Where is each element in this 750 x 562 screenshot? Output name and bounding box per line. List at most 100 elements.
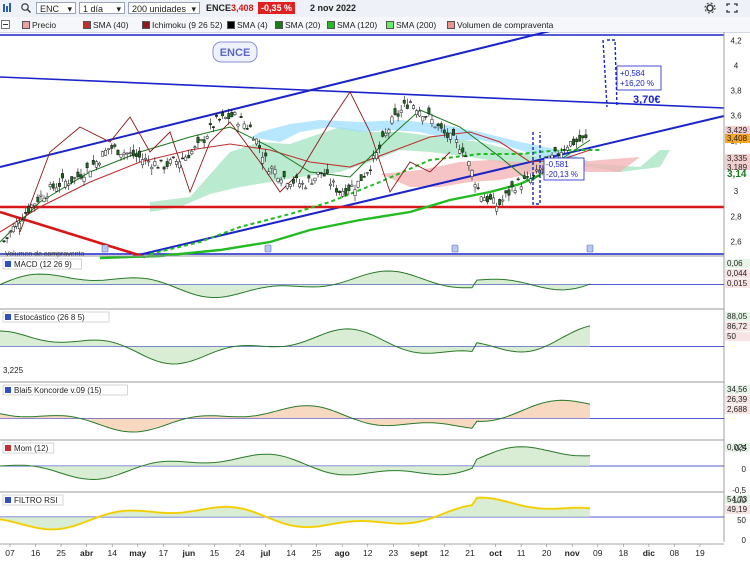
candle-body bbox=[273, 169, 277, 175]
candle-body bbox=[110, 145, 114, 149]
candle-body bbox=[30, 204, 34, 208]
x-tick-label: nov bbox=[565, 548, 580, 558]
candle-body bbox=[2, 240, 6, 243]
pane-value-label: 49,19 bbox=[727, 505, 748, 514]
candle-body bbox=[424, 116, 428, 118]
x-tick-label: sept bbox=[410, 548, 428, 558]
candle-body bbox=[529, 178, 532, 183]
candle-body bbox=[267, 171, 271, 175]
event-marker-icon[interactable] bbox=[264, 244, 272, 253]
pane-tick-label: 50 bbox=[737, 516, 746, 525]
candle-body bbox=[535, 169, 539, 172]
chart-area[interactable]: 4,243,83,63,43,232,82,63,4293,4083,3353,… bbox=[0, 32, 750, 562]
candle-body bbox=[14, 221, 18, 227]
down-change-pct: -20,13 % bbox=[546, 170, 578, 179]
candle-body bbox=[319, 172, 323, 174]
event-marker-icon[interactable] bbox=[586, 244, 594, 253]
candle-body bbox=[479, 196, 483, 202]
quote-date: 2 nov 2022 bbox=[310, 3, 357, 13]
period-select[interactable]: 1 día ▾ bbox=[79, 2, 125, 14]
candle-body bbox=[565, 146, 569, 151]
x-tick-label: 15 bbox=[210, 548, 220, 558]
legend-label: SMA (20) bbox=[285, 20, 321, 30]
pane-value-label: 86,72 bbox=[727, 322, 748, 331]
candle-body bbox=[248, 124, 252, 128]
candle-body bbox=[264, 152, 268, 157]
uptrend-channel-bottom bbox=[129, 115, 725, 258]
fullscreen-icon[interactable] bbox=[725, 2, 739, 14]
y-tick-label: 2,8 bbox=[730, 212, 742, 221]
period-value: 1 día bbox=[83, 4, 104, 14]
pane-tick-label: -0,5 bbox=[732, 486, 746, 495]
chart-type-icon[interactable] bbox=[2, 2, 12, 14]
candle-body bbox=[255, 138, 258, 145]
candle-body bbox=[168, 159, 172, 164]
candle-body bbox=[85, 162, 89, 169]
candle-body bbox=[107, 148, 111, 150]
up-change-box: +0,584 +16,20 % bbox=[616, 65, 662, 91]
candle-body bbox=[464, 155, 468, 158]
pane-title-box bbox=[2, 311, 110, 323]
units-select[interactable]: 200 unidades ▾ bbox=[128, 2, 200, 14]
legend-item-sma200[interactable]: SMA (200) bbox=[386, 20, 436, 30]
collapse-icon[interactable] bbox=[1, 20, 10, 31]
x-tick-label: 24 bbox=[235, 548, 245, 558]
candle-body bbox=[581, 135, 585, 139]
pane-color-swatch bbox=[5, 387, 11, 393]
legend-item-price[interactable]: Precio bbox=[22, 20, 56, 30]
down-change-box: -0,581 -20,13 % bbox=[543, 157, 585, 181]
x-tick-label: jul bbox=[260, 548, 271, 558]
legend-label: SMA (40) bbox=[93, 20, 129, 30]
x-tick-label: 20 bbox=[542, 548, 552, 558]
pane-value-label: 0,044 bbox=[727, 269, 748, 278]
candle-body bbox=[227, 113, 231, 119]
chevron-down-icon: ▾ bbox=[116, 4, 121, 14]
candle-body bbox=[236, 123, 240, 127]
pane-value-bg bbox=[725, 405, 750, 414]
pane-value-bg bbox=[725, 269, 750, 278]
x-tick-label: 14 bbox=[107, 548, 117, 558]
candle-body bbox=[174, 161, 178, 165]
candle-body bbox=[485, 196, 489, 203]
candle-body bbox=[101, 151, 104, 157]
candle-body bbox=[230, 111, 234, 118]
candle-body bbox=[516, 178, 520, 181]
volume-label: Volumen de compraventa bbox=[5, 251, 84, 258]
pane-color-swatch bbox=[5, 497, 11, 503]
candle-body bbox=[165, 161, 169, 167]
legend-item-sma40[interactable]: SMA (40) bbox=[83, 20, 128, 30]
legend-item-sma120[interactable]: SMA (120) bbox=[327, 20, 377, 30]
candle-body bbox=[51, 183, 55, 189]
legend-item-ichimoku[interactable]: Ichimoku (9 26 52) bbox=[142, 20, 222, 30]
legend-item-volume[interactable]: Volumen de compraventa bbox=[447, 20, 553, 30]
search-icon[interactable] bbox=[20, 2, 32, 14]
x-tick-label: dic bbox=[643, 548, 656, 558]
candle-body bbox=[461, 147, 465, 153]
pane-value-label: 50 bbox=[727, 332, 736, 341]
pane-tick-label: 0,5 bbox=[735, 444, 747, 453]
event-marker-icon[interactable] bbox=[451, 244, 459, 253]
red-downtrend bbox=[0, 210, 146, 259]
candle-body bbox=[48, 184, 52, 187]
candle-body bbox=[64, 180, 68, 188]
sma-200-line bbox=[99, 173, 541, 260]
candle-body bbox=[125, 152, 129, 155]
symbol-select[interactable]: ENC ▾ bbox=[36, 2, 76, 14]
candle-body bbox=[24, 212, 28, 214]
candle-body bbox=[218, 118, 221, 121]
pane-title: FILTRO RSI bbox=[14, 496, 57, 505]
settings-icon[interactable] bbox=[703, 2, 717, 14]
candle-body bbox=[347, 184, 351, 191]
event-marker-icon[interactable] bbox=[101, 244, 109, 253]
legend-item-sma20[interactable]: SMA (20) bbox=[275, 20, 320, 30]
candle-body bbox=[553, 147, 557, 151]
candle-body bbox=[54, 187, 58, 192]
pane-value-label: 0,06 bbox=[727, 259, 743, 268]
pane-value-bg bbox=[725, 312, 750, 321]
candle-body bbox=[36, 196, 40, 203]
legend-label: Ichimoku (9 26 52) bbox=[152, 20, 223, 30]
legend-item-sma4[interactable]: SMA (4) bbox=[227, 20, 268, 30]
candle-body bbox=[448, 132, 452, 140]
